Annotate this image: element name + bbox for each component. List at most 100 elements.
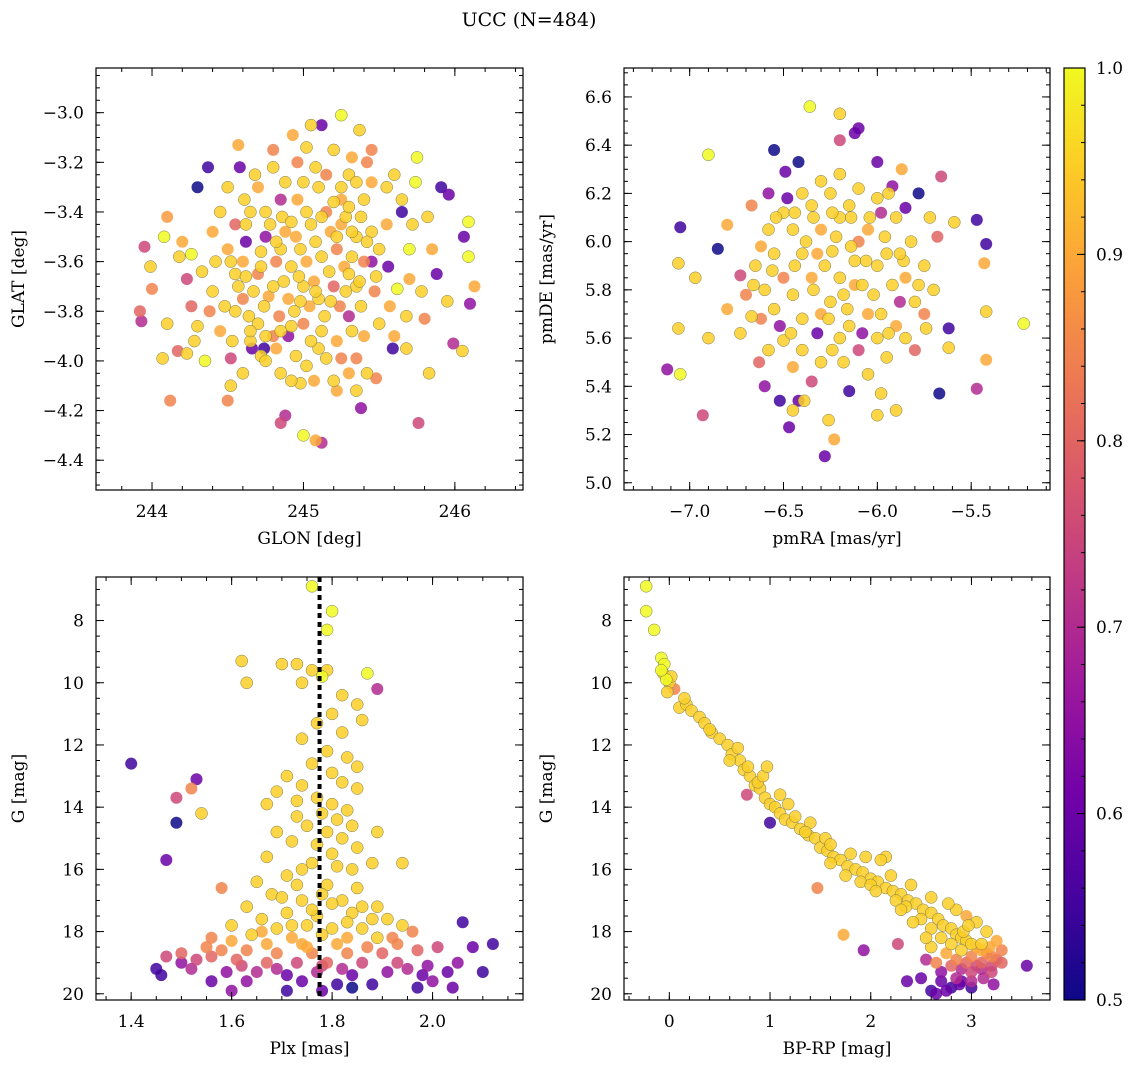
scatter-point bbox=[282, 292, 295, 305]
scatter-point bbox=[361, 667, 374, 680]
scatter-point bbox=[380, 180, 393, 194]
scatter-point bbox=[880, 351, 893, 364]
scatter-point bbox=[818, 259, 832, 272]
scatter-point bbox=[365, 176, 378, 189]
scatter-point bbox=[324, 295, 337, 308]
scatter-point bbox=[412, 417, 425, 429]
scatter-point bbox=[678, 692, 691, 705]
scatter-point bbox=[353, 275, 366, 288]
scatter-point bbox=[781, 192, 794, 205]
scatter-point bbox=[290, 878, 304, 892]
scatter-point bbox=[410, 151, 424, 164]
scatter-point bbox=[330, 813, 344, 826]
scatter-point bbox=[788, 206, 802, 219]
scatter-point bbox=[279, 225, 292, 238]
scatter-point bbox=[672, 322, 685, 335]
scatter-point bbox=[259, 205, 272, 219]
scatter-point bbox=[366, 978, 379, 991]
scatter-point bbox=[796, 312, 809, 326]
scatter-point bbox=[185, 962, 198, 975]
scatter-point bbox=[285, 260, 298, 273]
scatter-point bbox=[285, 835, 299, 848]
scatter-point bbox=[206, 285, 219, 298]
scatter-point bbox=[350, 881, 364, 895]
scatter-point bbox=[395, 206, 408, 218]
scatter-point bbox=[975, 937, 988, 951]
scatter-point bbox=[639, 604, 653, 618]
scatter-point bbox=[803, 100, 817, 113]
scatter-point bbox=[280, 984, 293, 997]
scatter-point bbox=[859, 254, 873, 268]
scatter-point bbox=[935, 966, 948, 978]
scatter-point bbox=[842, 199, 856, 212]
scatter-point bbox=[335, 832, 349, 845]
scatter-point bbox=[280, 969, 293, 982]
scatter-point bbox=[295, 676, 309, 690]
scatter-point bbox=[285, 931, 298, 944]
scatter-point bbox=[294, 242, 307, 256]
scatter-point bbox=[300, 141, 313, 154]
scatter-point bbox=[844, 847, 857, 861]
scatter-point bbox=[255, 925, 268, 938]
scatter-point bbox=[462, 215, 475, 229]
scatter-point bbox=[346, 981, 359, 994]
scatter-point bbox=[962, 919, 975, 932]
scatter-point bbox=[1017, 317, 1030, 330]
scatter-point bbox=[734, 327, 747, 340]
scatter-point bbox=[857, 944, 870, 957]
scatter-point bbox=[269, 235, 283, 249]
scatter-point bbox=[899, 201, 912, 214]
scatter-points bbox=[661, 100, 1030, 463]
y-tick-label: 10 bbox=[590, 674, 612, 694]
scatter-point bbox=[767, 247, 781, 260]
x-tick-label: 1 bbox=[765, 1012, 776, 1032]
scatter-point bbox=[833, 107, 847, 121]
scatter-point bbox=[255, 912, 269, 926]
scatter-point bbox=[924, 891, 938, 904]
scatter-point bbox=[327, 195, 340, 209]
scatter-point bbox=[874, 387, 888, 400]
scatter-point bbox=[882, 327, 895, 340]
scatter-point bbox=[442, 188, 455, 201]
y-tick-label: 5.6 bbox=[585, 329, 612, 349]
scatter-point bbox=[935, 170, 948, 183]
scatter-point bbox=[160, 317, 174, 330]
scatter-point bbox=[415, 285, 428, 298]
scatter-point bbox=[995, 944, 1008, 957]
scatter-point bbox=[291, 156, 304, 169]
x-tick-label: 1.8 bbox=[319, 1012, 346, 1032]
scatter-point bbox=[277, 275, 291, 288]
y-tick-label: 12 bbox=[62, 736, 84, 756]
scatter-point bbox=[336, 962, 349, 975]
scatter-point bbox=[274, 324, 287, 338]
scatter-point bbox=[734, 269, 747, 282]
scatter-point bbox=[202, 161, 214, 174]
y-tick-label: 6.2 bbox=[585, 184, 612, 204]
figure-title: UCC (N=484) bbox=[462, 9, 597, 31]
scatter-point bbox=[290, 810, 304, 823]
scatter-point bbox=[818, 450, 831, 463]
scatter-point bbox=[295, 894, 309, 907]
scatter-point bbox=[303, 300, 316, 313]
scatter-point bbox=[360, 235, 374, 249]
scatter-point bbox=[784, 327, 798, 340]
scatter-point bbox=[416, 969, 429, 982]
scatter-point bbox=[325, 922, 339, 935]
scatter-point bbox=[745, 199, 758, 212]
scatter-point bbox=[815, 223, 827, 236]
x-tick-label: 3 bbox=[966, 1012, 977, 1032]
axes-frame bbox=[623, 67, 1051, 491]
colorbar-tick-label: 0.8 bbox=[1096, 432, 1123, 452]
scatter-point bbox=[747, 278, 760, 292]
scatter-point bbox=[160, 950, 173, 963]
scatter-point bbox=[296, 975, 308, 988]
scatter-point bbox=[403, 242, 416, 256]
x-tick-label: 244 bbox=[136, 502, 168, 522]
scatter-point bbox=[814, 355, 828, 369]
scatter-point bbox=[871, 331, 884, 345]
scatter-point bbox=[133, 305, 146, 318]
scatter-point bbox=[396, 919, 409, 932]
scatter-point bbox=[381, 966, 394, 978]
